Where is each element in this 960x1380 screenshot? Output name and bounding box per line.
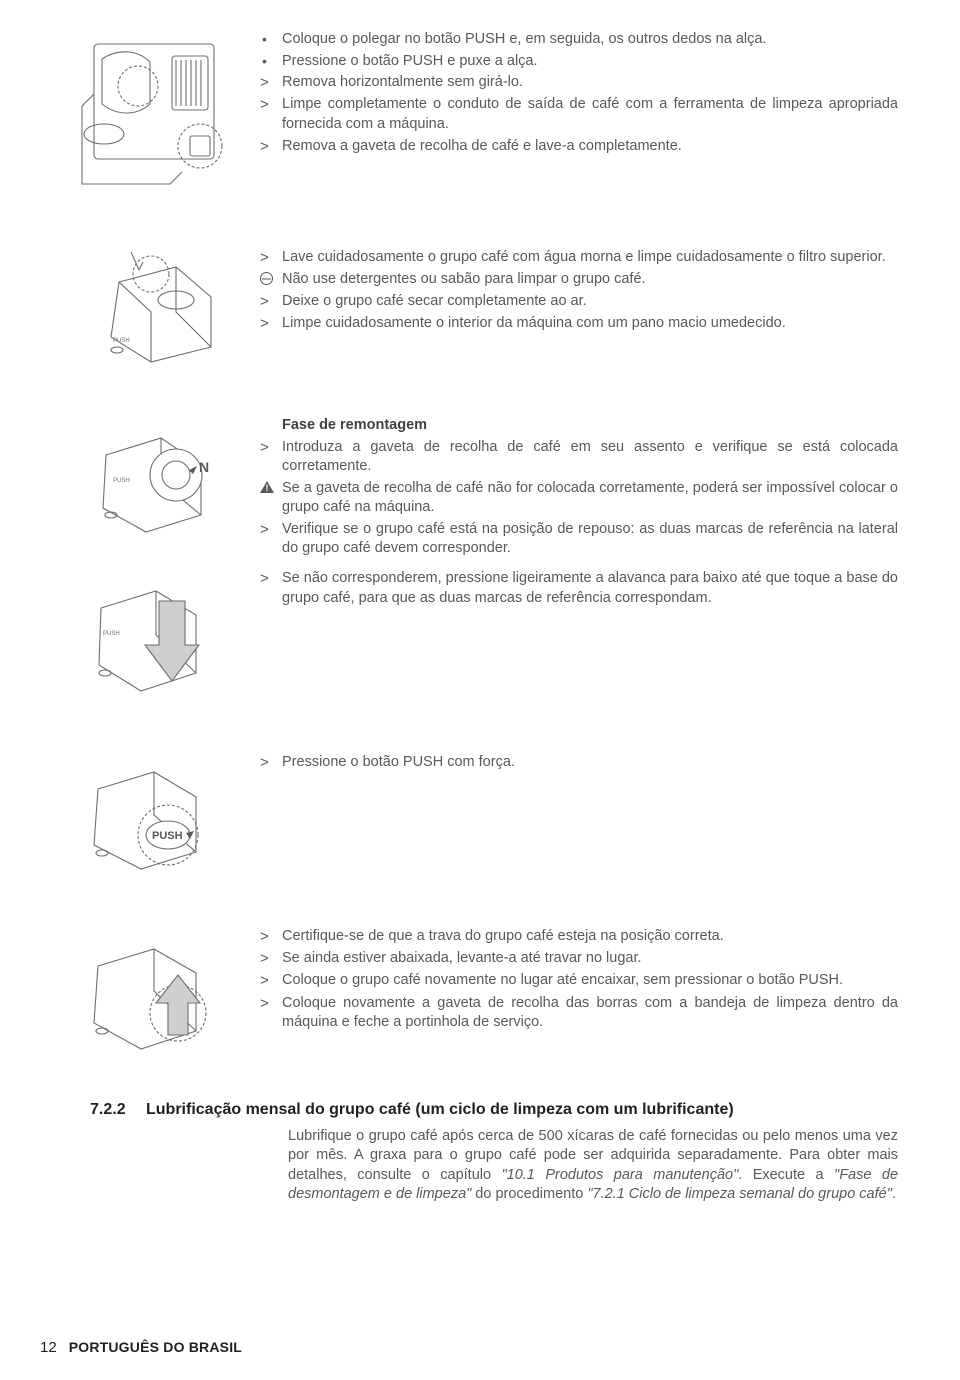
step-text: Introduza a gaveta de recolha de café em… <box>282 438 898 477</box>
step-text: Deixe o grupo café secar completamente a… <box>282 292 898 312</box>
step-text: Coloque novamente a gaveta de recolha da… <box>282 994 898 1033</box>
section-text: . Execute a <box>738 1167 834 1183</box>
illustration-6 <box>62 927 250 1071</box>
footer-lang: PORTUGUÊS DO BRASIL <box>69 1338 242 1357</box>
section-body: Lubrifique o grupo café após cerca de 50… <box>288 1127 898 1205</box>
step-text: Não use detergentes ou sabão para limpar… <box>282 270 898 290</box>
step-block-1: •Coloque o polegar no botão PUSH e, em s… <box>62 30 898 204</box>
step-text: Lave cuidadosamente o grupo café com águ… <box>282 248 898 268</box>
brew-group-wash-icon: PUSH <box>81 252 231 372</box>
illustration-4: PUSH <box>62 569 250 713</box>
svg-text:N: N <box>199 459 209 475</box>
step-text: Certifique-se de que a trava do grupo ca… <box>282 927 898 947</box>
section-heading: 7.2.2 Lubrificação mensal do grupo café … <box>90 1099 898 1121</box>
step-text: Se não corresponderem, pressione ligeira… <box>282 569 898 608</box>
svg-text:PUSH: PUSH <box>152 830 183 842</box>
step-text: Limpe completamente o conduto de saída d… <box>282 95 898 134</box>
illustration-3: N PUSH <box>62 416 250 561</box>
step-text: Se a gaveta de recolha de café não for c… <box>282 479 898 518</box>
step-text: Limpe cuidadosamente o interior da máqui… <box>282 314 898 334</box>
brew-group-lever-icon: PUSH <box>81 573 231 713</box>
chevron-icon: > <box>260 292 282 312</box>
chevron-icon: > <box>260 520 282 540</box>
chevron-icon: > <box>260 994 282 1014</box>
step-text: Coloque o grupo café novamente no lugar … <box>282 971 898 991</box>
bullet-icon: • <box>260 30 282 49</box>
text-block-6: >Certifique-se de que a trava do grupo c… <box>250 927 898 1071</box>
text-block-5: >Pressione o botão PUSH com força. <box>250 753 898 887</box>
step-text: Remova horizontalmente sem girá-lo. <box>282 73 898 93</box>
brew-group-push-icon: PUSH <box>76 757 236 887</box>
warning-icon <box>260 479 282 493</box>
svg-text:PUSH: PUSH <box>103 631 120 637</box>
svg-text:PUSH: PUSH <box>113 478 130 484</box>
chevron-icon: > <box>260 438 282 458</box>
section-text: . <box>892 1186 896 1202</box>
chevron-icon: > <box>260 137 282 157</box>
chevron-icon: > <box>260 73 282 93</box>
bullet-icon: • <box>260 52 282 71</box>
step-block-5: PUSH >Pressione o botão PUSH com força. <box>62 753 898 887</box>
step-block-3: N PUSH Fase de remontagem >Introduza a g… <box>62 416 898 561</box>
chevron-icon: > <box>260 949 282 969</box>
page-footer: 12 PORTUGUÊS DO BRASIL <box>40 1338 242 1358</box>
step-text: Pressione o botão PUSH com força. <box>282 753 898 773</box>
step-text: Remova a gaveta de recolha de café e lav… <box>282 137 898 157</box>
chevron-icon: > <box>260 971 282 991</box>
prohibit-icon <box>260 270 282 285</box>
step-text: Verifique se o grupo café está na posiçã… <box>282 520 898 559</box>
chevron-icon: > <box>260 753 282 773</box>
brew-group-marks-icon: N PUSH <box>81 420 231 540</box>
chevron-icon: > <box>260 569 282 589</box>
chevron-icon: > <box>260 95 282 115</box>
step-text: Coloque o polegar no botão PUSH e, em se… <box>282 30 898 50</box>
text-block-1: •Coloque o polegar no botão PUSH e, em s… <box>250 30 898 204</box>
step-block-6: >Certifique-se de que a trava do grupo c… <box>62 927 898 1071</box>
text-block-3: Fase de remontagem >Introduza a gaveta d… <box>250 416 898 561</box>
chevron-icon: > <box>260 248 282 268</box>
text-block-4: >Se não corresponderem, pressione ligeir… <box>250 569 898 713</box>
step-text: Se ainda estiver abaixada, levante-a até… <box>282 949 898 969</box>
section-number: 7.2.2 <box>90 1099 146 1121</box>
section-text: do procedimento <box>471 1186 587 1202</box>
section-ref: "10.1 Produtos para manutenção" <box>502 1167 739 1183</box>
machine-open-icon <box>72 34 240 204</box>
brew-group-lock-icon <box>76 931 236 1071</box>
text-block-2: >Lave cuidadosamente o grupo café com ág… <box>250 248 898 372</box>
illustration-1 <box>62 30 250 204</box>
step-text: Pressione o botão PUSH e puxe a alça. <box>282 52 898 72</box>
page-number: 12 <box>40 1338 57 1358</box>
section-ref: "7.2.1 Ciclo de limpeza semanal do grupo… <box>587 1186 892 1202</box>
page-content: •Coloque o polegar no botão PUSH e, em s… <box>0 0 960 1225</box>
chevron-icon: > <box>260 314 282 334</box>
illustration-2: PUSH <box>62 248 250 372</box>
phase-heading: Fase de remontagem <box>282 416 898 436</box>
chevron-icon: > <box>260 927 282 947</box>
section-title: Lubrificação mensal do grupo café (um ci… <box>146 1099 734 1121</box>
step-block-2: PUSH >Lave cuidadosamente o grupo café c… <box>62 248 898 372</box>
step-block-4: PUSH >Se não corresponderem, pressione l… <box>62 569 898 713</box>
illustration-5: PUSH <box>62 753 250 887</box>
svg-text:PUSH: PUSH <box>113 338 130 344</box>
